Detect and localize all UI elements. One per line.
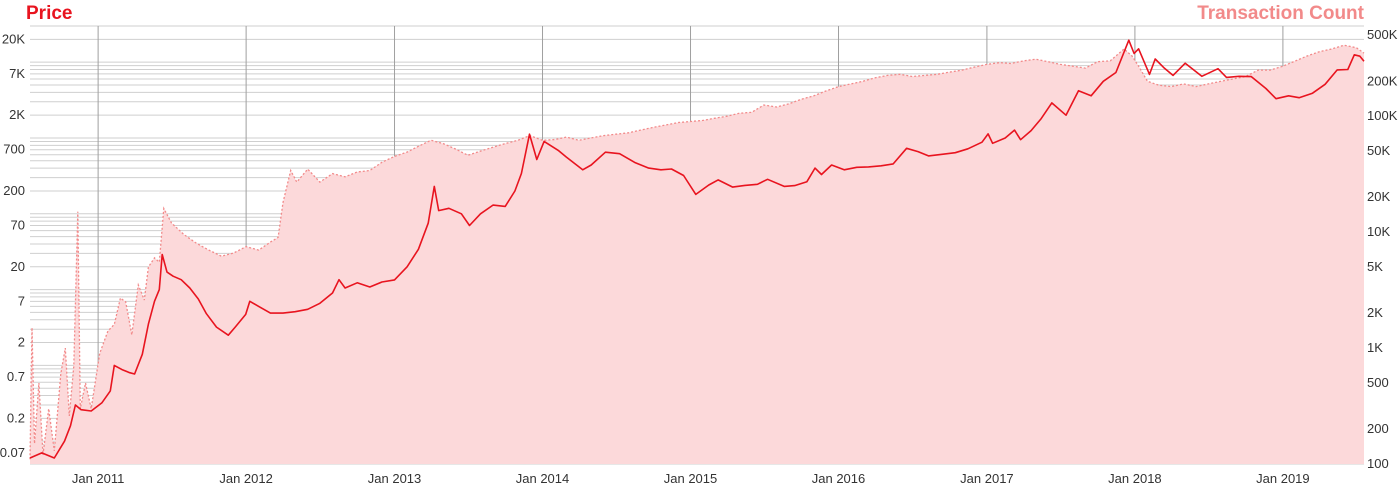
x-tick-label: Jan 2015 <box>664 471 718 486</box>
y-left-tick-label: 0.2 <box>7 410 25 425</box>
y-right-tick-label: 200K <box>1367 73 1398 88</box>
y-right-tick-label: 1K <box>1367 340 1383 355</box>
y-left-tick-label: 20 <box>11 259 25 274</box>
y-right-tick-label: 500 <box>1367 375 1389 390</box>
area-layer <box>30 45 1364 464</box>
y-right-tick-label: 20K <box>1367 189 1390 204</box>
y-left-tick-label: 2 <box>18 335 25 350</box>
x-tick-label: Jan 2018 <box>1108 471 1162 486</box>
y-left-tick-label: 0.07 <box>0 445 25 460</box>
y-right-tick-label: 100K <box>1367 108 1398 123</box>
x-tick-label: Jan 2012 <box>219 471 273 486</box>
y-right-tick-label: 500K <box>1367 27 1398 42</box>
x-tick-label: Jan 2017 <box>960 471 1014 486</box>
y-right-tick-label: 10K <box>1367 224 1390 239</box>
x-tick-label: Jan 2011 <box>72 471 125 486</box>
y-left-tick-label: 70 <box>11 218 25 233</box>
y-left-tick-label: 0.7 <box>7 369 25 384</box>
axis-layer: 0.07 0.2 0.7 2 7 20 70 200 700 2K 7K 20K 100 200 500 1K… <box>0 27 1398 486</box>
y-left-tick-label: 7 <box>18 293 25 308</box>
x-tick-label: Jan 2013 <box>368 471 422 486</box>
price-line <box>29 39 1365 459</box>
x-tick-label: Jan 2019 <box>1256 471 1310 486</box>
chart-title-price: Price <box>26 3 73 24</box>
y-right-tick-label: 50K <box>1367 143 1390 158</box>
y-left-tick-label: 20K <box>2 31 25 46</box>
y-right-tick-label: 2K <box>1367 305 1383 320</box>
y-left-tick-label: 2K <box>9 107 25 122</box>
y-right-tick-label: 200 <box>1367 421 1389 436</box>
line-layer <box>29 39 1365 460</box>
y-right-tick-label: 5K <box>1367 259 1383 274</box>
transaction-area-fill <box>30 45 1364 464</box>
y-right-tick-label: 100 <box>1367 456 1389 471</box>
x-tick-label: Jan 2014 <box>516 471 570 486</box>
chart-title-transaction-count: Transaction Count <box>1197 3 1364 24</box>
y-left-tick-label: 7K <box>9 66 25 81</box>
x-tick-label: Jan 2016 <box>812 471 866 486</box>
y-left-tick-label: 200 <box>3 183 25 198</box>
y-left-tick-label: 700 <box>3 142 25 157</box>
